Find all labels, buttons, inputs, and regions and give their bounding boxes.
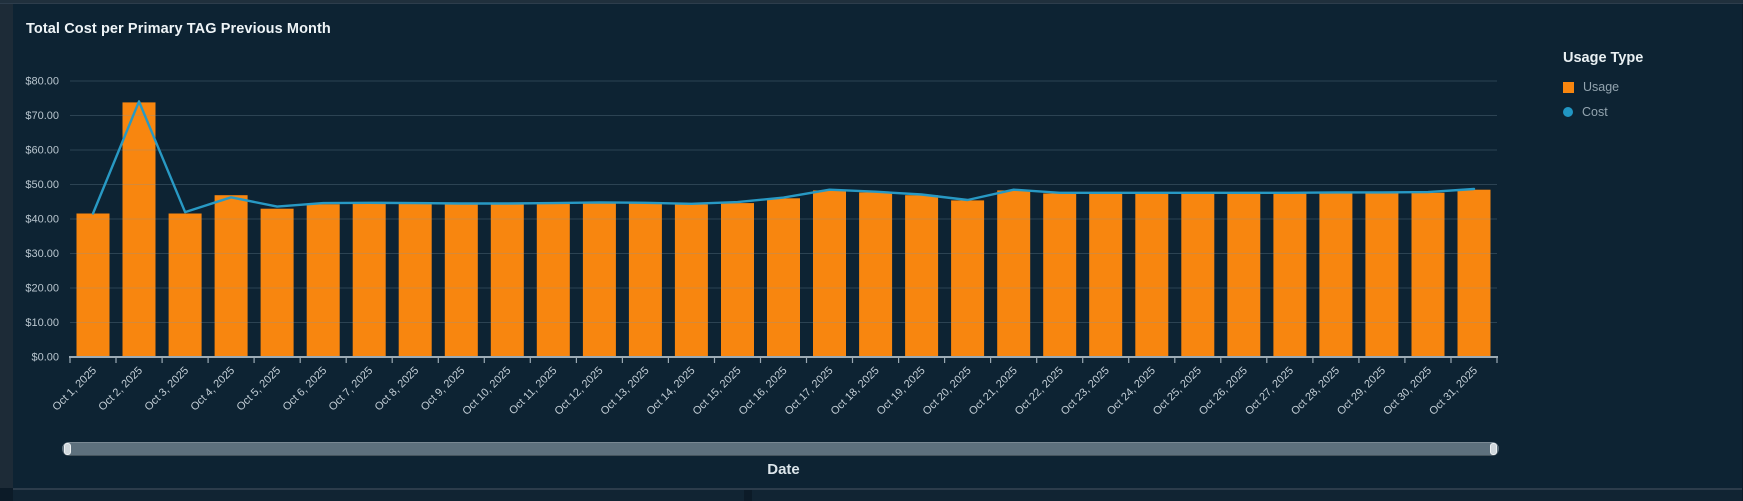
widget-title: Total Cost per Primary TAG Previous Mont… xyxy=(26,21,331,37)
x-axis-date-label: Oct 5, 2025 xyxy=(235,365,284,414)
usage-bar[interactable] xyxy=(674,204,708,358)
x-axis-title: Date xyxy=(767,461,800,478)
x-axis-date-label: Oct 12, 2025 xyxy=(552,365,605,418)
next-row-widget-right-edge xyxy=(752,490,1742,501)
x-axis-date-label: Oct 3, 2025 xyxy=(143,365,192,414)
widget-top-divider xyxy=(0,3,1743,4)
scrollbar-right-handle[interactable] xyxy=(1490,443,1497,455)
x-axis-date-label: Oct 6, 2025 xyxy=(281,365,330,414)
usage-series-swatch-icon xyxy=(1563,81,1574,93)
usage-bar[interactable] xyxy=(1043,193,1077,358)
widget-bottom-divider xyxy=(13,488,1742,490)
usage-bar[interactable] xyxy=(1411,192,1445,357)
y-axis-tick-label: $80.00 xyxy=(25,76,59,88)
usage-bar[interactable] xyxy=(490,204,524,357)
y-axis-tick-label: $30.00 xyxy=(25,248,59,260)
cost-line[interactable] xyxy=(91,100,1476,215)
x-axis-date-label: Oct 17, 2025 xyxy=(783,365,836,418)
time-range-scrollbar[interactable] xyxy=(62,442,1499,456)
x-axis-date-label: Oct 10, 2025 xyxy=(460,365,513,418)
usage-bar[interactable] xyxy=(122,102,156,358)
usage-bar[interactable] xyxy=(168,213,202,358)
x-axis-date-label: Oct 27, 2025 xyxy=(1243,365,1296,418)
y-axis-tick-label: $70.00 xyxy=(25,110,59,122)
x-axis-date-label: Oct 26, 2025 xyxy=(1197,365,1250,418)
usage-bar[interactable] xyxy=(1181,193,1215,358)
usage-bar[interactable] xyxy=(997,190,1031,357)
x-axis-date-label: Oct 15, 2025 xyxy=(691,365,744,418)
x-axis-date-label: Oct 20, 2025 xyxy=(921,365,974,418)
x-axis-date-label: Oct 30, 2025 xyxy=(1381,365,1434,418)
x-axis-date-label: Oct 22, 2025 xyxy=(1013,365,1066,418)
usage-bar[interactable] xyxy=(1457,189,1491,357)
x-axis-date-label: Oct 19, 2025 xyxy=(875,365,928,418)
usage-bar[interactable] xyxy=(1227,193,1261,358)
usage-bar[interactable] xyxy=(951,200,985,357)
x-axis-date-label: Oct 31, 2025 xyxy=(1427,365,1480,418)
x-axis-date-label: Oct 2, 2025 xyxy=(96,365,145,414)
y-axis-tick-label: $0.00 xyxy=(31,352,59,364)
usage-bar[interactable] xyxy=(306,204,340,357)
usage-bar[interactable] xyxy=(905,195,939,357)
usage-bar[interactable] xyxy=(721,203,754,357)
legend-item-label: Cost xyxy=(1582,105,1608,119)
usage-bar[interactable] xyxy=(352,203,386,358)
x-axis-date-label: Oct 8, 2025 xyxy=(373,365,422,414)
y-axis-tick-label: $60.00 xyxy=(25,145,59,157)
x-axis-date-label: Oct 29, 2025 xyxy=(1335,365,1388,418)
x-axis-date-label: Oct 25, 2025 xyxy=(1151,365,1204,418)
chart-widget-card: Total Cost per Primary TAG Previous Mont… xyxy=(13,4,1742,488)
x-axis-date-label: Oct 14, 2025 xyxy=(644,365,697,418)
x-axis-date-label: Oct 16, 2025 xyxy=(737,365,790,418)
usage-bar[interactable] xyxy=(1089,193,1123,358)
page-left-margin xyxy=(0,4,13,488)
usage-bar[interactable] xyxy=(398,203,432,357)
x-axis-date-label: Oct 18, 2025 xyxy=(829,365,882,418)
usage-bar[interactable] xyxy=(536,203,570,357)
usage-bar[interactable] xyxy=(260,208,294,357)
legend-item-usage[interactable]: Usage xyxy=(1563,80,1733,94)
chart-legend: Usage Type Usage Cost xyxy=(1563,50,1733,130)
usage-bar[interactable] xyxy=(582,203,616,357)
x-axis-date-label: Oct 21, 2025 xyxy=(967,365,1020,418)
x-axis-date-label: Oct 9, 2025 xyxy=(419,365,468,414)
y-axis-tick-label: $20.00 xyxy=(25,283,59,295)
usage-bar[interactable] xyxy=(1135,193,1169,358)
y-axis-tick-label: $10.00 xyxy=(25,317,59,329)
usage-bar[interactable] xyxy=(1273,193,1307,358)
usage-bar[interactable] xyxy=(76,213,110,358)
x-axis-date-label: Oct 23, 2025 xyxy=(1059,365,1112,418)
legend-item-label: Usage xyxy=(1583,80,1620,94)
y-axis-tick-label: $50.00 xyxy=(25,179,59,191)
x-axis-date-label: Oct 13, 2025 xyxy=(598,365,651,418)
usage-bar[interactable] xyxy=(767,198,800,357)
x-axis-date-label: Oct 7, 2025 xyxy=(327,365,376,414)
cost-bar-line-chart: $0.00 $10.00 $20.00 $30.00 $40.00 $50.00 $60.0… xyxy=(25,76,1498,418)
x-axis-date-label: Oct 1, 2025 xyxy=(50,365,99,414)
cost-series-swatch-icon xyxy=(1563,107,1573,117)
usage-bar[interactable] xyxy=(444,204,478,357)
x-axis-date-label: Oct 4, 2025 xyxy=(189,365,238,414)
usage-bar[interactable] xyxy=(628,203,662,358)
legend-item-cost[interactable]: Cost xyxy=(1563,105,1733,119)
legend-title: Usage Type xyxy=(1563,50,1644,66)
usage-bar[interactable] xyxy=(859,192,893,357)
scrollbar-left-handle[interactable] xyxy=(64,443,71,455)
adjacent-widget-above-edge xyxy=(0,0,1743,3)
x-axis-date-label: Oct 24, 2025 xyxy=(1105,365,1158,418)
next-row-widget-left-edge xyxy=(13,490,744,501)
x-axis-date-label: Oct 28, 2025 xyxy=(1289,365,1342,418)
usage-bar[interactable] xyxy=(813,190,846,357)
usage-bar[interactable] xyxy=(1365,193,1399,357)
usage-bar[interactable] xyxy=(214,195,248,357)
y-axis-tick-label: $40.00 xyxy=(25,214,59,226)
usage-bar[interactable] xyxy=(1319,193,1353,357)
